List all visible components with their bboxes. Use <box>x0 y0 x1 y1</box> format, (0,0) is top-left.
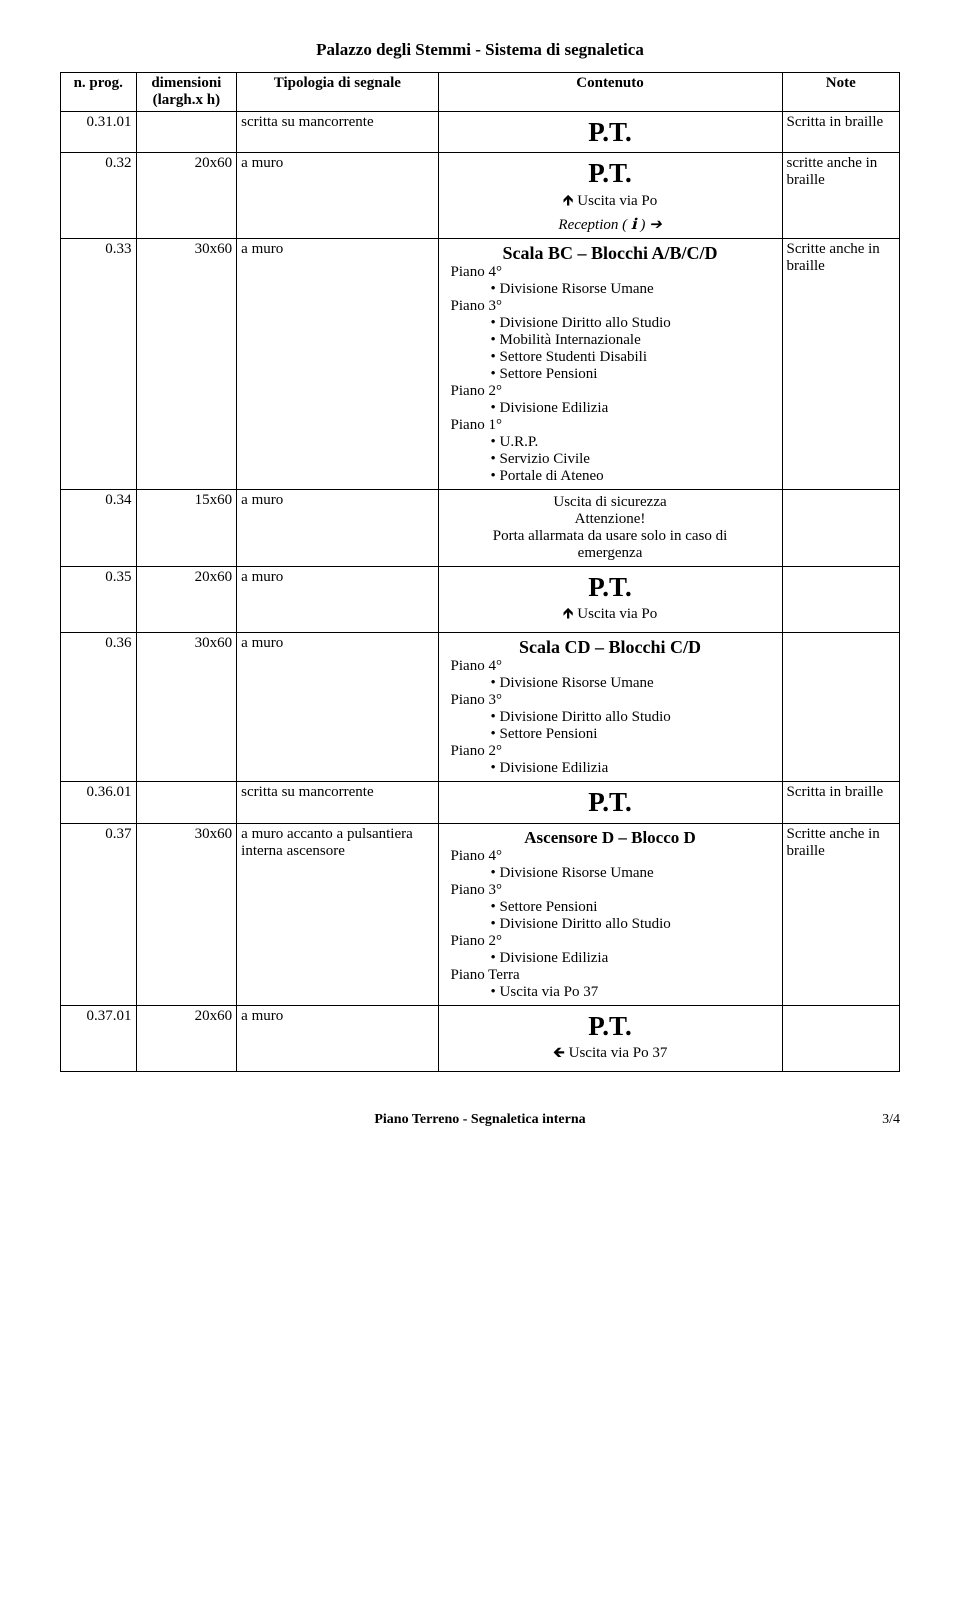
cell-note <box>782 566 899 632</box>
table-row: 0.3330x60a muroScala BC – Blocchi A/B/C/… <box>61 238 900 489</box>
cell-content: Scala CD – Blocchi C/DPiano 4°• Division… <box>438 633 782 782</box>
cell-tip: a muro <box>237 489 438 566</box>
cell-tip: a muro <box>237 153 438 238</box>
table-row: 0.3520x60a muroP.T.🡹 Uscita via Po <box>61 566 900 632</box>
cell-dim: 15x60 <box>136 489 237 566</box>
cell-note: Scritte anche in braille <box>782 823 899 1005</box>
table-row: 0.3630x60a muroScala CD – Blocchi C/DPia… <box>61 633 900 782</box>
cell-note: Scritta in braille <box>782 112 899 153</box>
cell-n: 0.35 <box>61 566 137 632</box>
cell-n: 0.37.01 <box>61 1005 137 1071</box>
cell-content: P.T. <box>438 112 782 153</box>
cell-n: 0.36.01 <box>61 782 137 823</box>
cell-tip: a muro <box>237 1005 438 1071</box>
table-row: 0.3415x60a muroUscita di sicurezzaAttenz… <box>61 489 900 566</box>
cell-content: P.T.🡸 Uscita via Po 37 <box>438 1005 782 1071</box>
table-row: 0.3730x60a muro accanto a pulsantiera in… <box>61 823 900 1005</box>
cell-content: Uscita di sicurezzaAttenzione!Porta alla… <box>438 489 782 566</box>
header-dim: dimensioni (largh.x h) <box>136 73 237 112</box>
table-header-row: n. prog. dimensioni (largh.x h) Tipologi… <box>61 73 900 112</box>
cell-dim: 30x60 <box>136 238 237 489</box>
header-cont: Contenuto <box>438 73 782 112</box>
header-dim-a: dimensioni <box>151 75 221 91</box>
header-dim-b: (largh.x h) <box>153 92 221 108</box>
header-note: Note <box>782 73 899 112</box>
cell-dim: 20x60 <box>136 566 237 632</box>
cell-note <box>782 1005 899 1071</box>
cell-note <box>782 489 899 566</box>
cell-tip: a muro <box>237 633 438 782</box>
cell-dim: 30x60 <box>136 823 237 1005</box>
header-tip: Tipologia di segnale <box>237 73 438 112</box>
cell-tip: scritta su mancorrente <box>237 782 438 823</box>
cell-note: scritte anche in braille <box>782 153 899 238</box>
signage-table: n. prog. dimensioni (largh.x h) Tipologi… <box>60 72 900 1072</box>
table-row: 0.36.01 scritta su mancorrenteP.T.Scritta… <box>61 782 900 823</box>
cell-tip: scritta su mancorrente <box>237 112 438 153</box>
cell-note: Scritte anche in braille <box>782 238 899 489</box>
cell-note <box>782 633 899 782</box>
cell-n: 0.37 <box>61 823 137 1005</box>
cell-dim <box>136 782 237 823</box>
doc-title: Palazzo degli Stemmi - Sistema di segnal… <box>60 40 900 60</box>
page-footer: Piano Terreno - Segnaletica interna 3/4 <box>60 1112 900 1128</box>
cell-content: P.T.🡹 Uscita via PoReception ( ℹ ) ➔ <box>438 153 782 238</box>
footer-title: Piano Terreno - Segnaletica interna <box>110 1112 850 1128</box>
cell-n: 0.34 <box>61 489 137 566</box>
cell-dim: 30x60 <box>136 633 237 782</box>
cell-dim: 20x60 <box>136 1005 237 1071</box>
table-row: 0.3220x60a muroP.T.🡹 Uscita via PoRecept… <box>61 153 900 238</box>
cell-n: 0.33 <box>61 238 137 489</box>
cell-content: Scala BC – Blocchi A/B/C/DPiano 4°• Divi… <box>438 238 782 489</box>
cell-tip: a muro accanto a pulsantiera interna asc… <box>237 823 438 1005</box>
table-row: 0.31.01 scritta su mancorrenteP.T.Scritta… <box>61 112 900 153</box>
cell-dim <box>136 112 237 153</box>
table-row: 0.37.0120x60a muroP.T.🡸 Uscita via Po 37 <box>61 1005 900 1071</box>
cell-content: P.T.🡹 Uscita via Po <box>438 566 782 632</box>
footer-page: 3/4 <box>850 1112 900 1128</box>
cell-tip: a muro <box>237 238 438 489</box>
cell-note: Scritta in braille <box>782 782 899 823</box>
header-n: n. prog. <box>61 73 137 112</box>
cell-content: Ascensore D – Blocco DPiano 4°• Division… <box>438 823 782 1005</box>
cell-tip: a muro <box>237 566 438 632</box>
cell-n: 0.31.01 <box>61 112 137 153</box>
cell-dim: 20x60 <box>136 153 237 238</box>
cell-content: P.T. <box>438 782 782 823</box>
cell-n: 0.36 <box>61 633 137 782</box>
cell-n: 0.32 <box>61 153 137 238</box>
